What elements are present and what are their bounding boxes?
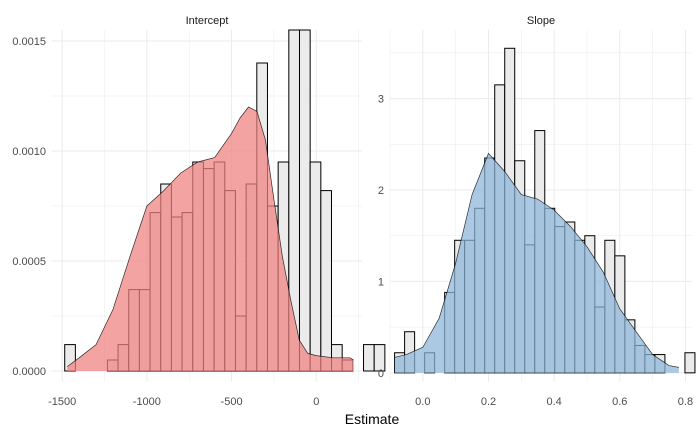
histogram-bar [298,29,311,372]
histogram-bar [309,161,322,372]
x-tick-label: 0.6 [612,396,627,408]
y-tick-label: 3 [378,94,384,106]
histogram-bar [684,352,696,374]
histogram-bar [363,344,375,372]
y-tick-label: 0.0015 [12,36,46,48]
x-tick-label: 0 [313,396,319,408]
y-tick-label: 0.0000 [12,366,46,378]
tick-labels: 0.0000 0.0005 0.0010 0.0015 -1500 -1000 -500 0 [12,36,319,408]
y-tick-label: 0.0010 [12,146,46,158]
x-tick-label: -500 [221,396,243,408]
x-tick-label: 0.8 [678,396,693,408]
x-tick-label: -1000 [133,396,161,408]
histogram-bar [320,190,333,372]
x-axis-title: Estimate [345,411,400,427]
y-tick-label: 2 [378,185,384,197]
panel-0: Intercept 0.0000 0.0005 0.0010 0.0015 -1500 -1… [12,15,386,408]
panel-title: Slope [527,15,555,27]
x-tick-label: 0.2 [481,396,496,408]
density-area [67,107,354,371]
density-area [394,153,679,373]
x-tick-label: -1500 [48,396,76,408]
density-line [67,106,354,367]
panel-title: Intercept [186,15,229,27]
y-tick-label: 0.0005 [12,256,46,268]
x-tick-label: 0.4 [546,396,561,408]
panel-1: Slope 0 1 2 3 0.0 0.2 0.4 0.6 0.8 [378,15,696,408]
tick-labels: 0 1 2 3 0.0 0.2 0.4 0.6 0.8 [378,94,693,408]
histogram-bar [373,344,386,372]
y-tick-label: 0 [378,368,384,380]
x-tick-label: 0.0 [415,396,430,408]
y-tick-label: 1 [378,276,384,288]
density-line [394,152,679,368]
